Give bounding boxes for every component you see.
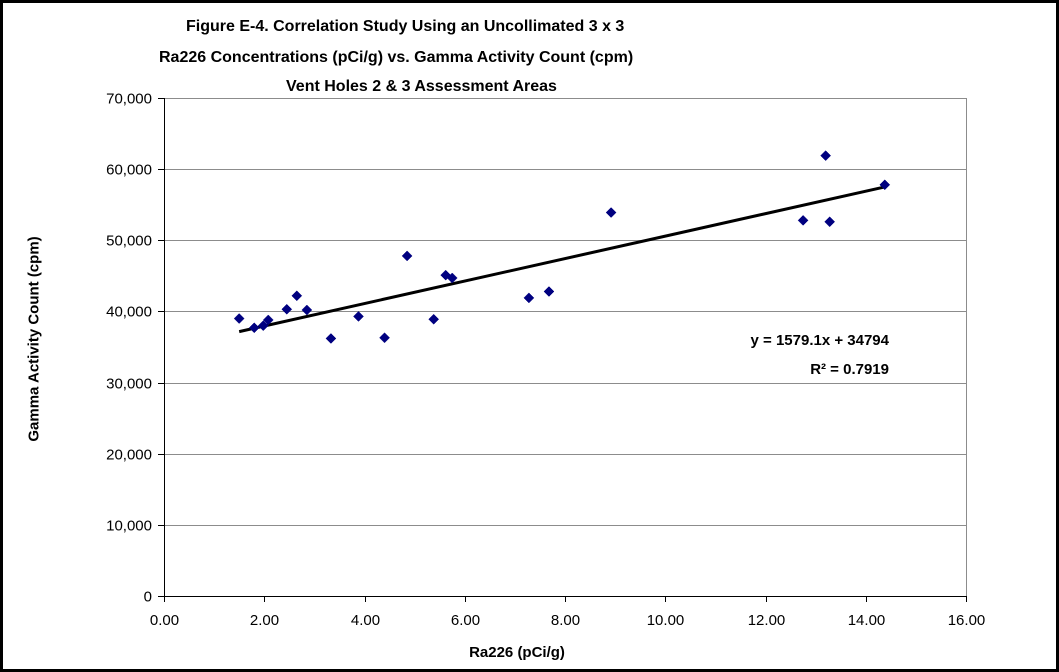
y-tick-label: 30,000 [106, 376, 152, 393]
data-point [820, 150, 832, 161]
y-tick-label: 40,000 [106, 304, 152, 321]
data-point [379, 332, 390, 344]
x-tick-label: 8.00 [551, 612, 580, 629]
x-tick-label: 16.00 [948, 612, 986, 629]
y-tick-label: 60,000 [106, 162, 152, 179]
trendline [238, 185, 886, 334]
data-point [325, 333, 337, 344]
trendline-r-squared: R² = 0.7919 [810, 361, 889, 378]
x-tick-label: 12.00 [748, 612, 786, 629]
data-point [446, 272, 458, 284]
y-tick-label: 10,000 [106, 518, 152, 535]
data-point [233, 313, 245, 324]
x-tick-label: 6.00 [451, 612, 480, 629]
data-point [281, 303, 293, 315]
data-point [248, 322, 260, 334]
data-point [824, 216, 836, 228]
data-point [605, 207, 617, 218]
data-point [291, 290, 303, 302]
chart-title-line-3: Vent Holes 2 & 3 Assessment Areas [286, 78, 557, 95]
data-point [523, 292, 535, 304]
x-tick-label: 14.00 [848, 612, 886, 629]
data-point [353, 311, 364, 322]
y-tick-label: 50,000 [106, 233, 152, 250]
chart-title-line-1: Figure E-4. Correlation Study Using an U… [186, 18, 625, 35]
x-tick-label: 2.00 [250, 612, 279, 629]
x-axis-label: Ra226 (pCi/g) [469, 644, 565, 661]
data-point [879, 179, 891, 191]
x-tick-label: 0.00 [150, 612, 179, 629]
data-point [257, 320, 269, 332]
data-point [262, 314, 274, 326]
data-point [301, 304, 313, 316]
data-point [401, 250, 413, 262]
y-tick-label: 70,000 [106, 91, 152, 108]
x-tick-label: 10.00 [647, 612, 685, 629]
y-tick-label: 0 [144, 589, 152, 606]
chart-title-line-2: Ra226 Concentrations (pCi/g) vs. Gamma A… [159, 49, 634, 66]
data-point [428, 313, 440, 325]
data-point [543, 286, 555, 297]
data-point [797, 215, 809, 226]
x-tick-label: 4.00 [351, 612, 380, 629]
y-tick-label: 20,000 [106, 447, 152, 464]
trendline-equation: y = 1579.1x + 34794 [751, 332, 890, 349]
